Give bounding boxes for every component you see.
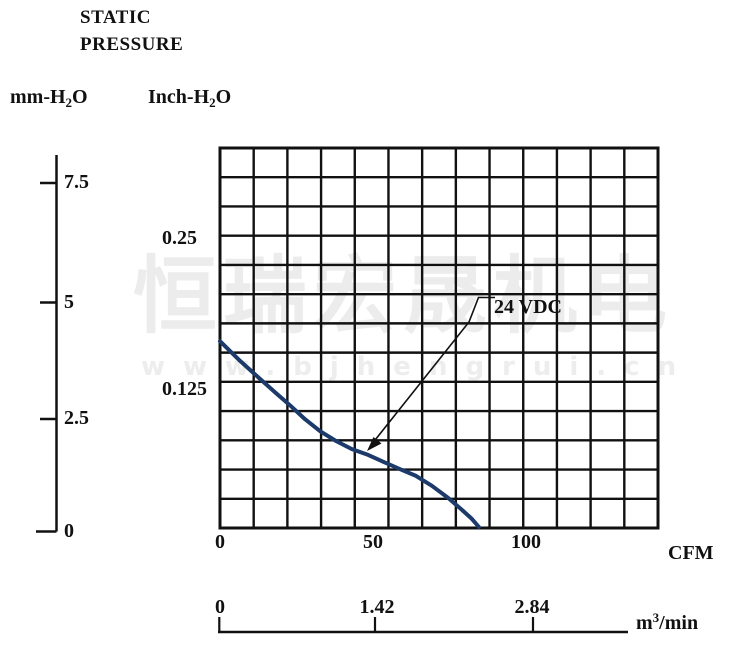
watermark-url-text: www.bjhengrui.cn xyxy=(141,352,695,382)
m3min-axis xyxy=(218,617,628,634)
left-axis-ruler xyxy=(36,155,58,533)
annotation-arrow xyxy=(367,296,495,451)
fan-curve xyxy=(218,339,481,529)
grid-border xyxy=(218,146,660,530)
grid-lines xyxy=(220,148,658,528)
